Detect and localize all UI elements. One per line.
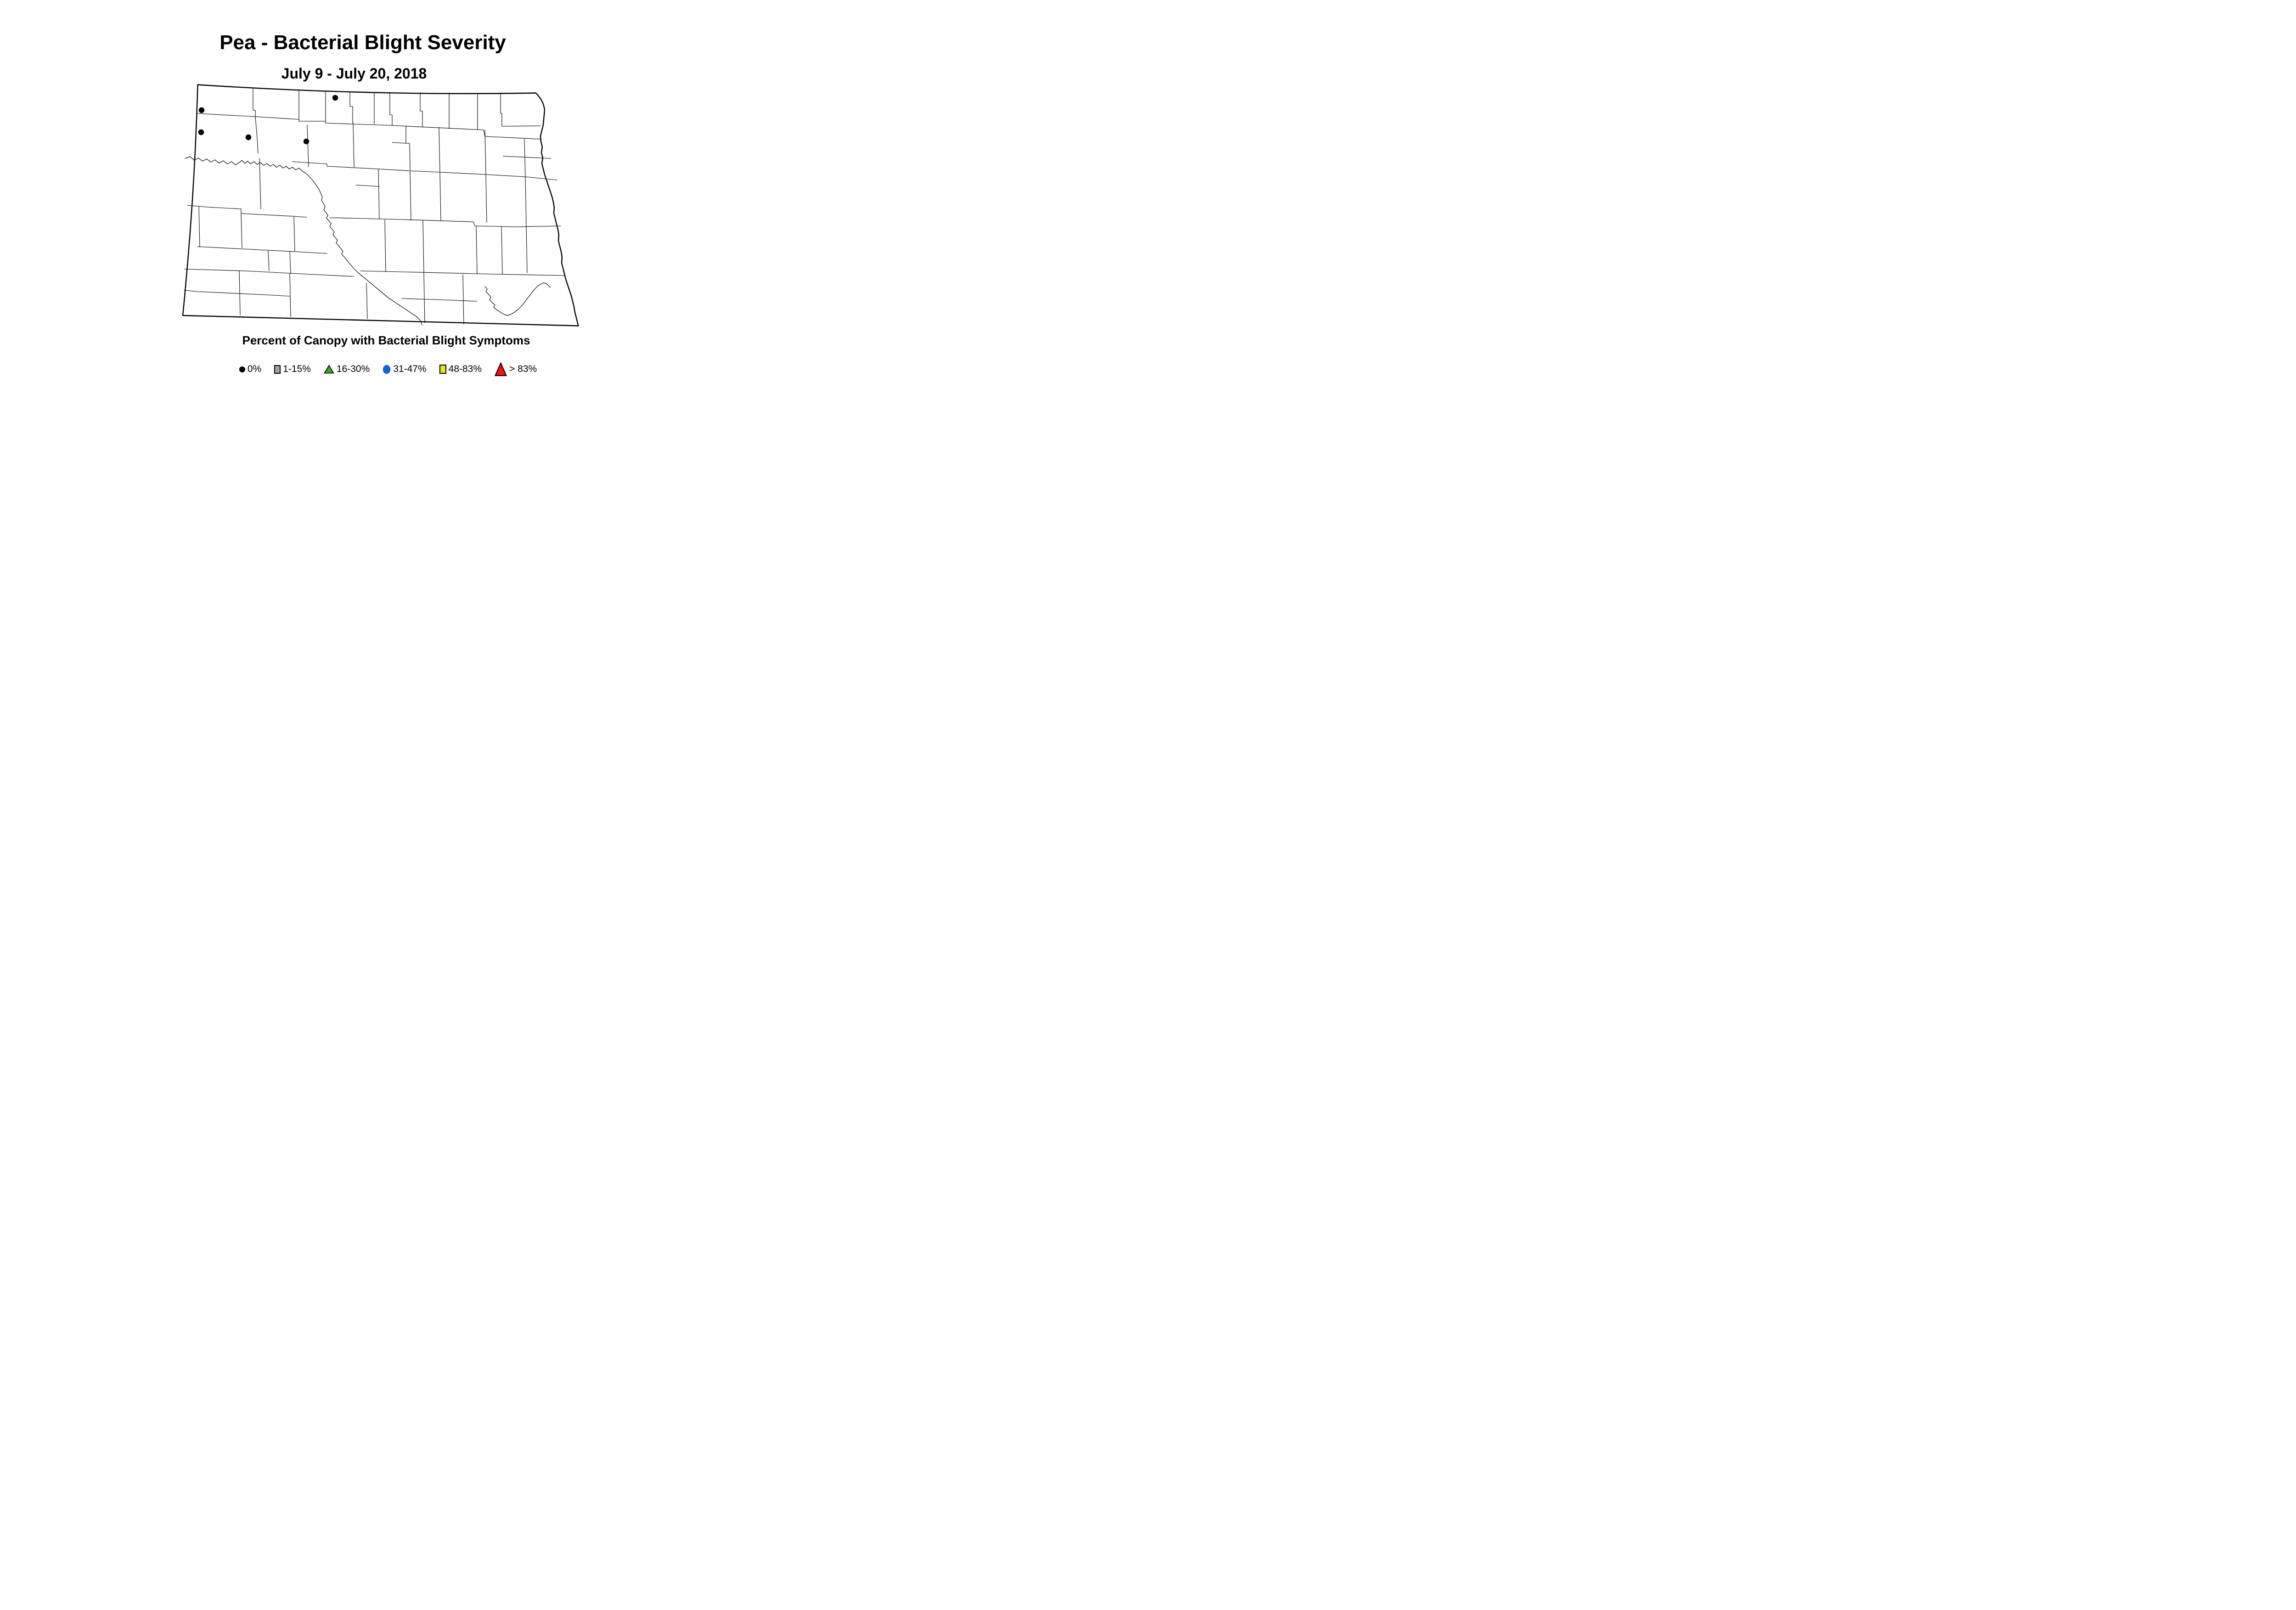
yellow-square-icon <box>439 365 446 374</box>
legend-item-1-15pct: 1-15% <box>274 364 311 375</box>
black-dot-icon <box>239 366 245 372</box>
legend-item-16-30pct: 16-30% <box>323 364 370 375</box>
legend-item-0pct: 0% <box>239 364 261 375</box>
figure-canvas: Pea - Bacterial Blight Severity July 9 -… <box>0 0 764 403</box>
legend-item-48-83pct: 48-83% <box>439 364 482 375</box>
legend-label: 16-30% <box>336 364 370 374</box>
legend-label: 31-47% <box>393 364 427 374</box>
legend-item-gt83pct: > 83% <box>495 362 537 377</box>
map-marker-0% <box>332 95 338 101</box>
missouri-river-boundary <box>185 156 422 326</box>
north-dakota-county-map <box>182 84 579 327</box>
legend-label: 48-83% <box>448 364 482 374</box>
page-subtitle: July 9 - July 20, 2018 <box>281 65 427 82</box>
county-boundaries <box>184 88 566 325</box>
legend-label: > 83% <box>509 364 537 374</box>
map-marker-0% <box>245 134 252 141</box>
map-marker-0% <box>198 107 205 113</box>
map-markers <box>198 95 338 145</box>
legend-item-31-47pct: 31-47% <box>383 364 427 375</box>
page-title: Pea - Bacterial Blight Severity <box>219 31 506 54</box>
map-marker-0% <box>303 138 310 145</box>
map-marker-0% <box>198 129 204 135</box>
gray-square-icon <box>274 365 281 374</box>
sheyenne-river-boundary <box>484 282 551 316</box>
legend-title: Percent of Canopy with Bacterial Blight … <box>242 333 530 347</box>
blue-circle-icon <box>383 365 391 374</box>
legend-label: 1-15% <box>283 364 311 374</box>
red-triangle-icon <box>495 362 507 376</box>
legend: 0% 1-15% 16-30% 31-47% 48-83% > 83% <box>6 361 764 377</box>
green-triangle-icon <box>323 365 334 374</box>
state-outline <box>182 84 579 327</box>
legend-label: 0% <box>247 364 262 374</box>
